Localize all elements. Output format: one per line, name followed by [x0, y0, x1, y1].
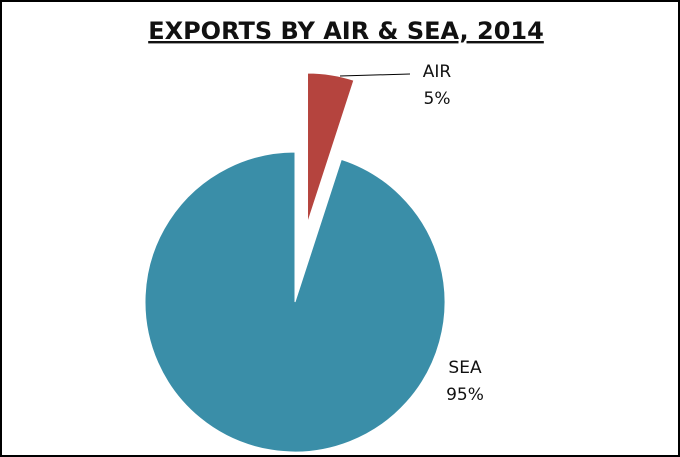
pie-slice — [144, 151, 446, 453]
slice-value-label: 95% — [446, 385, 484, 405]
pie-slice — [307, 72, 355, 224]
leader-line — [339, 73, 411, 77]
chart-title: EXPORTS BY AIR & SEA, 2014 — [148, 17, 544, 45]
slice-value-label: 5% — [424, 89, 451, 109]
slice-label: SEA — [448, 358, 482, 378]
slice-label: AIR — [423, 62, 452, 82]
